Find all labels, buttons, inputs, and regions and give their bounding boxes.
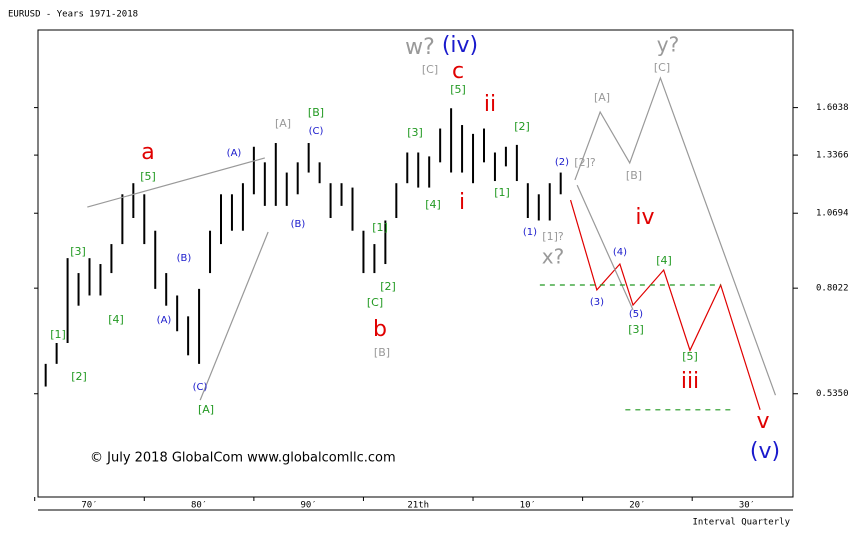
credit: © July 2018 GlobalCom www.globalcomllc.c… (90, 451, 396, 466)
wave-label: (A) (157, 315, 172, 326)
wave-label: [3] (628, 323, 644, 336)
wave-label: b (373, 317, 387, 342)
x-tick-label: 70′ (81, 501, 97, 511)
wave-label: [3] (407, 126, 423, 139)
y-tick-label: 1.0694 (816, 209, 848, 219)
wave-label: (C) (193, 382, 208, 393)
wave-label: (5) (629, 309, 643, 320)
wave-label: (iv) (442, 33, 478, 58)
interval-label: Interval Quarterly (692, 518, 790, 528)
wave-label: [A] (275, 117, 291, 130)
projection-line (574, 76, 777, 396)
projection-line (199, 231, 269, 401)
wave-label: (A) (227, 148, 242, 159)
chart-title: EURUSD - Years 1971-2018 (8, 10, 138, 20)
wave-label: (v) (750, 439, 780, 464)
wave-label: a (141, 140, 154, 165)
wave-label: [1] (50, 328, 66, 341)
x-tick-label: 20′ (629, 501, 645, 511)
wave-label: [3] (70, 245, 86, 258)
y-tick-label: 0.8022 (816, 284, 848, 294)
wave-label: [1]? (542, 230, 564, 243)
wave-label: [2] (514, 120, 530, 133)
wave-label: (B) (291, 219, 306, 230)
wave-label: [4] (425, 198, 441, 211)
wave-label: [4] (108, 313, 124, 326)
wave-label: [5] (140, 170, 156, 183)
wave-label: (3) (590, 297, 604, 308)
projection-line (87, 157, 265, 208)
wave-label: [4] (656, 254, 672, 267)
wave-label: (C) (309, 126, 324, 137)
wave-label: w? (405, 35, 435, 60)
plot-frame (37, 29, 794, 498)
wave-label: [1] (494, 186, 510, 199)
wave-label: v (756, 409, 769, 434)
wave-label: [1] (372, 221, 388, 234)
projection-line (576, 184, 634, 311)
wave-label: [B] (626, 169, 642, 182)
x-tick-label: 30′ (739, 501, 755, 511)
wave-label: (2) (555, 157, 569, 168)
wave-label: [C] (367, 296, 383, 309)
x-tick-label: 80′ (191, 501, 207, 511)
wave-label: y? (657, 33, 679, 57)
wave-label: [B] (308, 106, 324, 119)
x-tick-label: 10′ (520, 501, 536, 511)
wave-label: iii (681, 369, 699, 394)
wave-label: x? (542, 245, 564, 269)
wave-label: [A] (198, 403, 214, 416)
wave-label: (1) (523, 227, 537, 238)
wave-label: [B] (374, 346, 390, 359)
y-tick-label: 0.5350 (816, 389, 848, 399)
wave-label: c (452, 59, 464, 84)
wave-label: [C] (654, 61, 670, 74)
wave-label: (B) (177, 253, 192, 264)
x-tick-label: 21th (407, 501, 429, 511)
x-tick-label: 90′ (301, 501, 317, 511)
y-tick-label: 1.6038 (816, 103, 848, 113)
wave-label: ii (484, 92, 496, 117)
wave-label: [A] (594, 91, 610, 104)
wave-label: [5] (450, 83, 466, 96)
wave-label: i (459, 190, 465, 215)
wave-label: [2] (71, 370, 87, 383)
wave-label: iv (635, 205, 654, 230)
wave-label: [C] (422, 63, 438, 76)
wave-label: [2]? (574, 156, 596, 169)
wave-label: [5] (682, 350, 698, 363)
wave-label: (4) (613, 247, 627, 258)
y-tick-label: 1.3366 (816, 151, 848, 161)
wave-label: [2] (380, 280, 396, 293)
